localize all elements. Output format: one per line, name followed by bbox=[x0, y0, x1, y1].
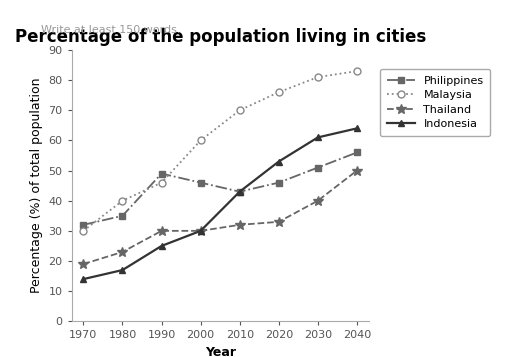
Malaysia bbox=[119, 198, 125, 203]
Thailand bbox=[315, 198, 321, 203]
Thailand bbox=[80, 262, 87, 266]
Indonesia bbox=[198, 229, 204, 233]
Philippines bbox=[198, 181, 204, 185]
Malaysia bbox=[275, 90, 282, 94]
Philippines bbox=[315, 165, 321, 170]
Malaysia bbox=[237, 108, 243, 112]
Indonesia bbox=[80, 277, 87, 281]
Indonesia bbox=[315, 135, 321, 140]
Malaysia bbox=[354, 69, 360, 73]
Indonesia bbox=[275, 159, 282, 164]
Legend: Philippines, Malaysia, Thailand, Indonesia: Philippines, Malaysia, Thailand, Indones… bbox=[380, 69, 490, 136]
Thailand bbox=[159, 229, 165, 233]
Indonesia bbox=[119, 268, 125, 272]
Thailand bbox=[237, 223, 243, 227]
Thailand bbox=[275, 220, 282, 224]
Indonesia bbox=[159, 244, 165, 248]
Line: Thailand: Thailand bbox=[78, 166, 362, 269]
Philippines bbox=[159, 171, 165, 176]
Philippines bbox=[275, 181, 282, 185]
Philippines bbox=[354, 150, 360, 155]
Y-axis label: Percentage (%) of total population: Percentage (%) of total population bbox=[30, 78, 43, 293]
Malaysia bbox=[198, 138, 204, 142]
Indonesia bbox=[354, 126, 360, 131]
Line: Malaysia: Malaysia bbox=[80, 67, 360, 234]
Line: Philippines: Philippines bbox=[80, 150, 360, 228]
Thailand bbox=[119, 250, 125, 254]
X-axis label: Year: Year bbox=[205, 346, 236, 357]
Philippines bbox=[119, 213, 125, 218]
Title: Percentage of the population living in cities: Percentage of the population living in c… bbox=[14, 27, 426, 46]
Thailand bbox=[198, 229, 204, 233]
Malaysia bbox=[159, 181, 165, 185]
Philippines bbox=[237, 190, 243, 194]
Philippines bbox=[80, 223, 87, 227]
Thailand bbox=[354, 169, 360, 173]
Malaysia bbox=[315, 75, 321, 79]
Line: Indonesia: Indonesia bbox=[80, 125, 360, 283]
Indonesia bbox=[237, 190, 243, 194]
Text: Write at least 150 words.: Write at least 150 words. bbox=[41, 25, 180, 35]
Malaysia bbox=[80, 229, 87, 233]
